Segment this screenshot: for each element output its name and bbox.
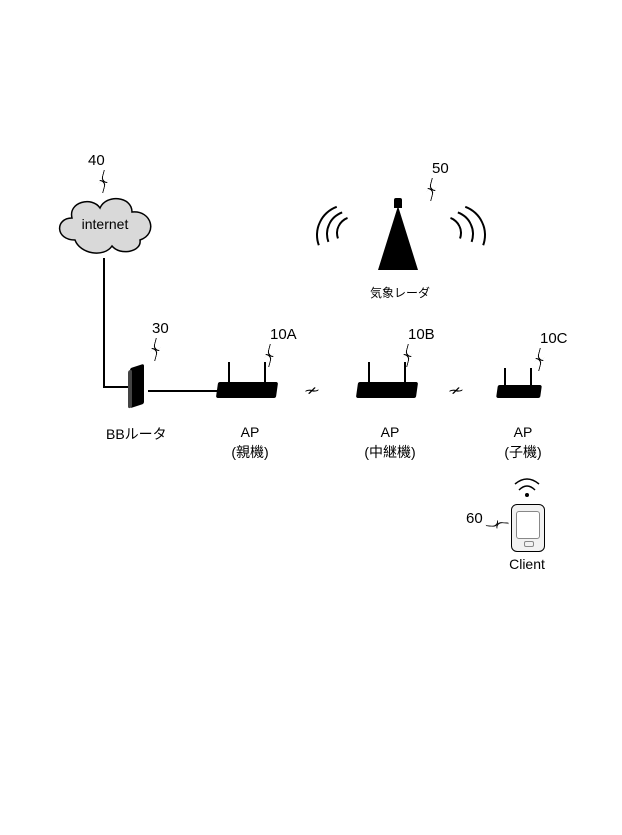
ap-repeater [354,362,420,402]
ref-30: 30 [152,320,169,337]
ref-10A: 10A [270,326,297,343]
edge-apB-apC: ≁ [446,382,460,400]
apC-sublabel: (子機) [492,442,554,462]
ap-child [494,368,544,402]
client-label: Client [504,556,550,572]
leader-10A [262,344,280,368]
bbrouter-label: BBルータ [106,424,166,444]
radar-label: 気象レーダ [360,284,440,301]
edge-apC-client [512,478,542,500]
apC-label: AP [498,424,548,440]
edge-bbrouter-apA [148,390,218,392]
leader-50 [424,178,442,202]
apA-label: AP [220,424,280,440]
leader-30 [148,338,166,362]
apB-sublabel: (中継機) [350,442,430,462]
edge-apA-apB: ≁ [302,382,316,400]
edge-internet-bbrouter-v [103,258,105,388]
leader-10B [400,344,418,368]
ref-10C: 10C [540,330,568,347]
ap-parent [214,362,280,402]
apA-sublabel: (親機) [214,442,286,462]
ref-50: 50 [432,160,449,177]
apB-label: AP [360,424,420,440]
leader-10C [532,348,550,372]
internet-label: internet [50,216,160,232]
leader-60 [484,515,511,537]
leader-40 [96,170,114,194]
client-device [511,504,545,552]
ref-60: 60 [466,510,483,527]
ref-40: 40 [88,152,105,169]
ref-10B: 10B [408,326,435,343]
internet-cloud: internet [50,190,160,260]
bb-router [126,362,148,410]
